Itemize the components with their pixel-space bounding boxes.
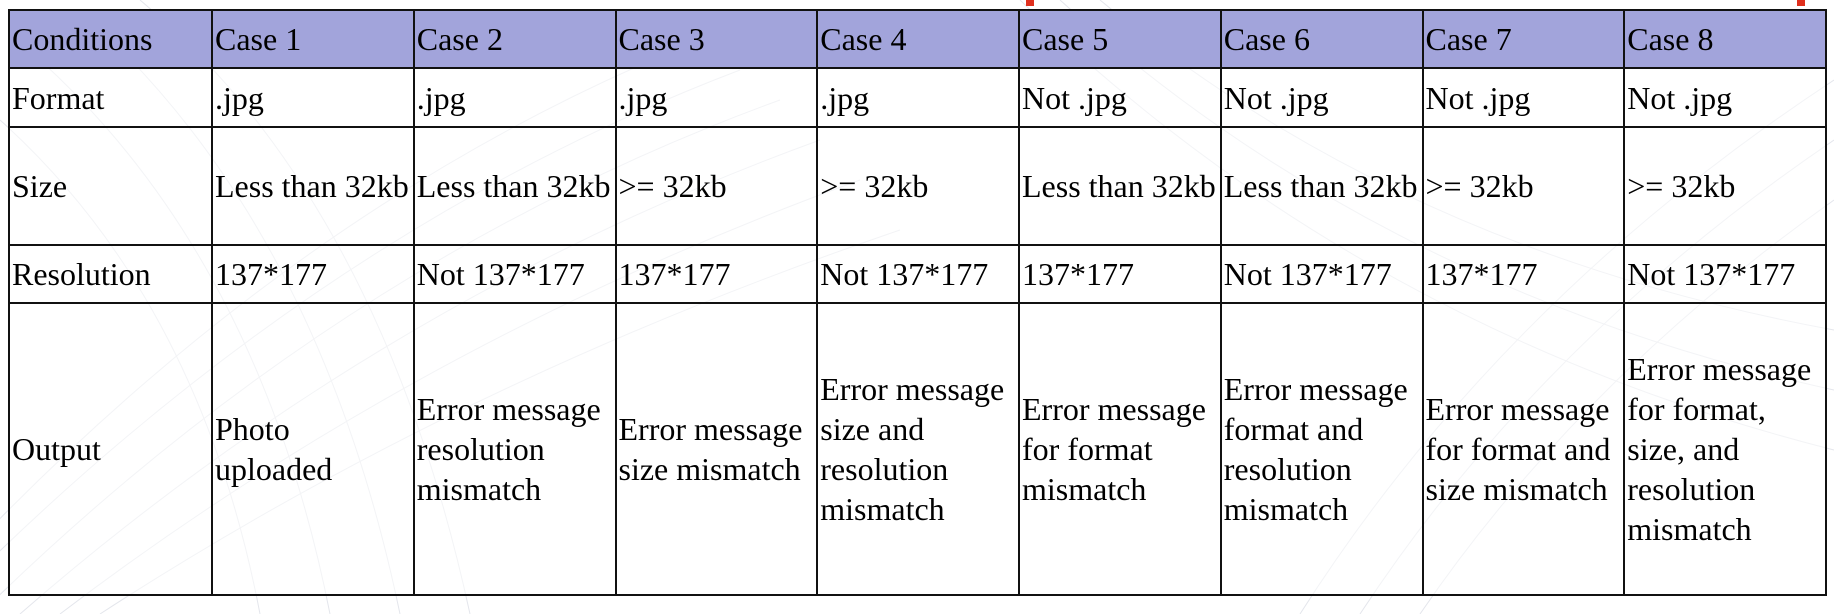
header-cell: Case 1 — [211, 9, 415, 69]
decision-table: Conditions Case 1 Case 2 Case 3 Case 4 C… — [8, 9, 1827, 596]
table-cell: 137*177 — [1421, 244, 1626, 304]
row-label-size: Size — [8, 126, 213, 246]
table-cell: .jpg — [412, 67, 617, 128]
table-cell: Less than 32kb — [1018, 126, 1222, 246]
table-cell: >= 32kb — [614, 126, 819, 246]
header-cell: Case 3 — [614, 9, 819, 69]
header-cell: Case 7 — [1421, 9, 1626, 69]
table-cell: Less than 32kb — [412, 126, 617, 246]
table-row: Size Less than 32kb Less than 32kb >= 32… — [8, 126, 1827, 246]
table-cell: Error message format and resolution mism… — [1219, 302, 1424, 596]
table-cell: Less than 32kb — [211, 126, 415, 246]
table-cell: Error message for format, size, and reso… — [1623, 302, 1827, 596]
row-label-resolution: Resolution — [8, 244, 213, 304]
row-label-output: Output — [8, 302, 213, 596]
table-cell: Less than 32kb — [1219, 126, 1424, 246]
table-cell: Not .jpg — [1421, 67, 1626, 128]
table-cell: Not .jpg — [1623, 67, 1827, 128]
table-cell: 137*177 — [211, 244, 415, 304]
table-cell: Error message resolution mismatch — [412, 302, 617, 596]
table-cell: .jpg — [211, 67, 415, 128]
table-row: Resolution 137*177 Not 137*177 137*177 N… — [8, 244, 1827, 304]
header-cell: Case 6 — [1219, 9, 1424, 69]
red-accent-mark-right — [1797, 0, 1805, 6]
header-cell: Case 4 — [816, 9, 1020, 69]
table-cell: .jpg — [816, 67, 1020, 128]
table-cell: Not 137*177 — [412, 244, 617, 304]
table-cell: Not 137*177 — [1623, 244, 1827, 304]
table-cell: >= 32kb — [1623, 126, 1827, 246]
table-header-row: Conditions Case 1 Case 2 Case 3 Case 4 C… — [8, 9, 1827, 69]
table-row: Format .jpg .jpg .jpg .jpg Not .jpg Not … — [8, 67, 1827, 128]
header-cell: Case 2 — [412, 9, 617, 69]
table-cell: >= 32kb — [816, 126, 1020, 246]
header-cell: Conditions — [8, 9, 213, 69]
table-cell: >= 32kb — [1421, 126, 1626, 246]
table-cell: Not .jpg — [1018, 67, 1222, 128]
table-cell: 137*177 — [1018, 244, 1222, 304]
table-cell: Not 137*177 — [816, 244, 1020, 304]
table-cell: Not 137*177 — [1219, 244, 1424, 304]
table-cell: Error message for format mismatch — [1018, 302, 1222, 596]
header-cell: Case 5 — [1018, 9, 1222, 69]
table-cell: Not .jpg — [1219, 67, 1424, 128]
table-cell: .jpg — [614, 67, 819, 128]
table-cell: Error message size mismatch — [614, 302, 819, 596]
row-label-format: Format — [8, 67, 213, 128]
table-row: Output Photo uploaded Error message reso… — [8, 302, 1827, 596]
table-cell: 137*177 — [614, 244, 819, 304]
table-cell: Error message for format and size mismat… — [1421, 302, 1626, 596]
table-cell: Error message size and resolution mismat… — [816, 302, 1020, 596]
red-accent-mark-left — [1026, 0, 1034, 6]
table-cell: Photo uploaded — [211, 302, 415, 596]
header-cell: Case 8 — [1623, 9, 1827, 69]
